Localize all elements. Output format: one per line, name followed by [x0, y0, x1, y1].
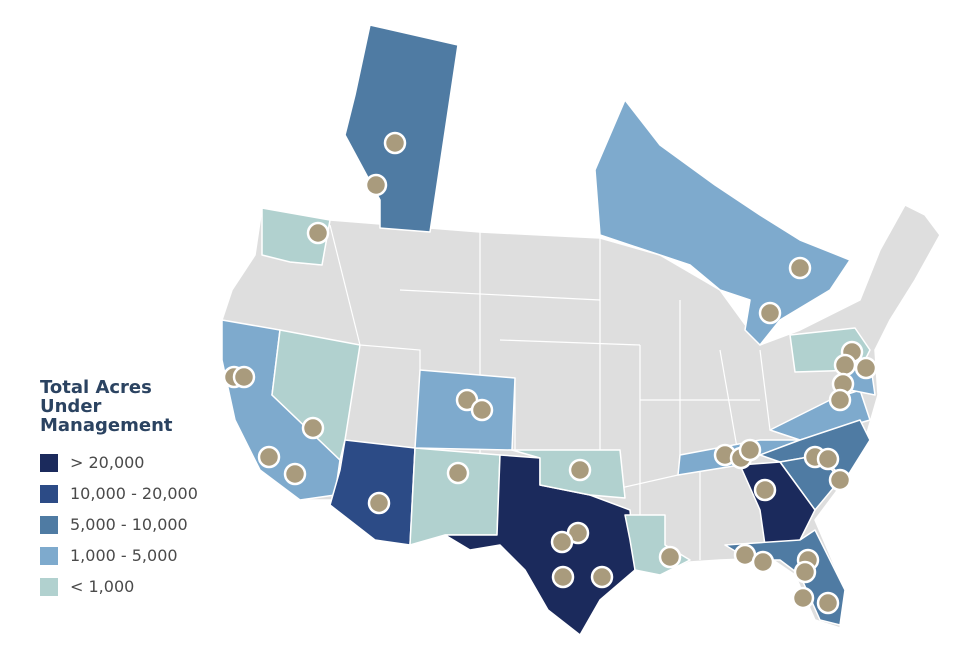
legend-swatch: [40, 577, 58, 596]
location-pin: [257, 445, 281, 469]
washington: [261, 207, 331, 266]
location-pin: [828, 468, 852, 492]
location-pin: [367, 491, 391, 515]
legend-item: 10,000 - 20,000: [40, 478, 280, 509]
location-pin: [751, 550, 775, 574]
location-pin: [793, 560, 817, 584]
oklahoma: [511, 449, 626, 499]
legend-swatch: [40, 484, 58, 503]
location-pin: [470, 398, 494, 422]
location-pin: [590, 565, 614, 589]
location-pin: [306, 221, 330, 245]
location-pin: [658, 545, 682, 569]
location-pin: [568, 458, 592, 482]
legend-label: < 1,000: [70, 577, 135, 596]
location-pin: [753, 478, 777, 502]
location-pin: [383, 131, 407, 155]
legend-label: 5,000 - 10,000: [70, 515, 188, 534]
location-pin: [738, 438, 762, 462]
arizona: [329, 439, 416, 546]
location-pin: [816, 447, 840, 471]
nevada: [271, 329, 361, 461]
location-pin: [791, 586, 815, 610]
location-pin: [232, 365, 256, 389]
legend-swatch: [40, 546, 58, 565]
legend-swatch: [40, 515, 58, 534]
legend-items: > 20,000 10,000 - 20,000 5,000 - 10,000 1,0…: [40, 447, 280, 602]
location-pin: [364, 173, 388, 197]
location-pin: [854, 356, 878, 380]
pins: [222, 131, 878, 615]
location-pin: [788, 256, 812, 280]
location-pin: [833, 353, 857, 377]
legend-item: > 20,000: [40, 447, 280, 478]
legend-item: 1,000 - 5,000: [40, 540, 280, 571]
legend-item: 5,000 - 10,000: [40, 509, 280, 540]
ontario: [594, 99, 851, 346]
location-pin: [816, 591, 840, 615]
location-pin: [283, 462, 307, 486]
alberta: [344, 24, 459, 233]
legend-title: Total Acres Under Management: [40, 377, 173, 436]
location-pin: [551, 565, 575, 589]
location-pin: [550, 530, 574, 554]
location-pin: [301, 416, 325, 440]
location-pin: [446, 461, 470, 485]
legend-item: < 1,000: [40, 571, 280, 602]
legend-label: > 20,000: [70, 453, 145, 472]
legend-swatch: [40, 453, 58, 472]
legend-label: 10,000 - 20,000: [70, 484, 198, 503]
location-pin: [758, 301, 782, 325]
location-pin: [828, 388, 852, 412]
legend-label: 1,000 - 5,000: [70, 546, 178, 565]
legend: Total Acres Under Management > 20,000 10,…: [40, 378, 280, 602]
